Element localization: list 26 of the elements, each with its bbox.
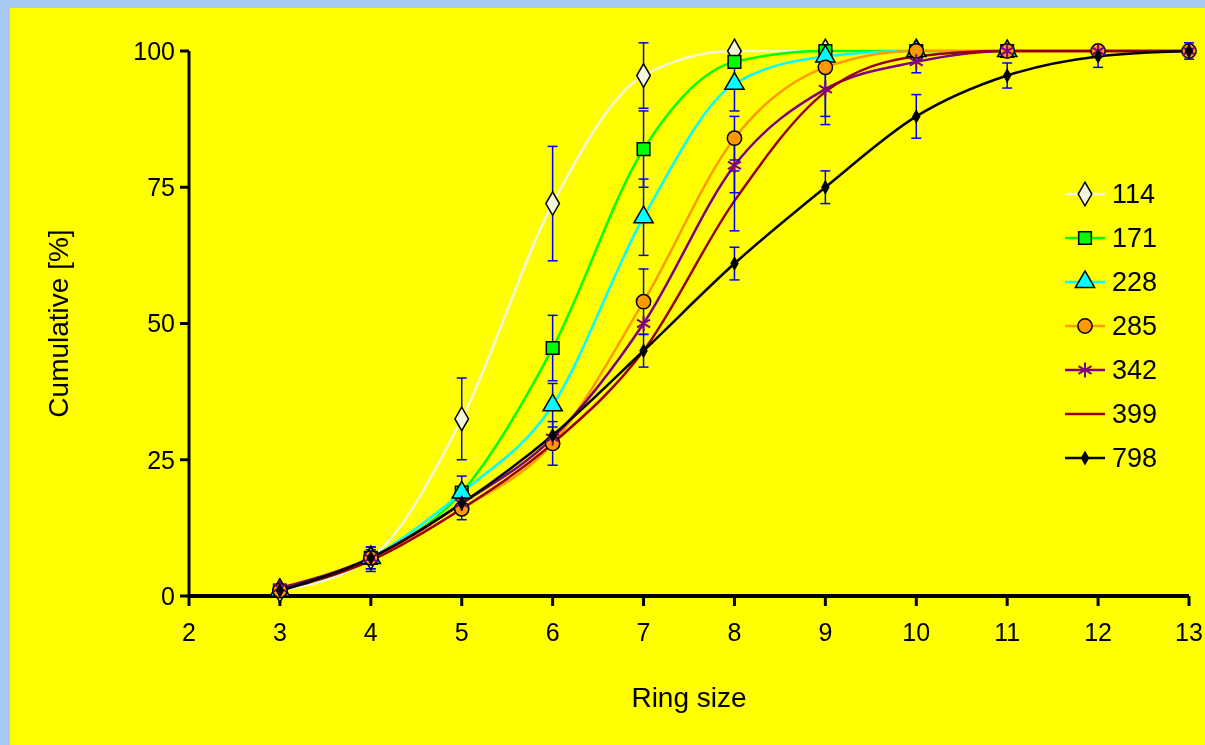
y-tick-label: 25 (147, 445, 175, 474)
legend-label: 342 (1112, 355, 1158, 386)
x-tick-label: 9 (818, 618, 833, 646)
y-axis-title: Cumulative [%] (43, 229, 74, 418)
y-tick-label: 0 (161, 581, 175, 610)
y-tick-label: 50 (147, 309, 175, 338)
legend-label: 114 (1112, 179, 1156, 210)
legend-label: 228 (1112, 267, 1158, 298)
x-tick-label: 11 (994, 618, 1021, 646)
x-tick-label: 12 (1084, 618, 1112, 646)
legend-label: 285 (1112, 311, 1158, 342)
x-axis-title: Ring size (631, 682, 747, 713)
x-tick-label: 7 (636, 618, 651, 646)
y-tick-label: 75 (147, 173, 175, 201)
legend-label: 798 (1112, 443, 1158, 474)
x-tick-label: 13 (1175, 618, 1203, 646)
x-tick-label: 5 (454, 618, 469, 646)
legend-label: 399 (1112, 399, 1158, 430)
x-tick-label: 8 (727, 618, 742, 646)
legend-label: 171 (1112, 223, 1158, 254)
x-tick-label: 4 (363, 618, 378, 646)
y-tick-label: 100 (133, 36, 175, 65)
x-tick-label: 2 (182, 618, 196, 646)
x-tick-label: 6 (545, 618, 560, 646)
x-tick-label: 3 (272, 618, 287, 646)
x-tick-label: 10 (902, 618, 931, 646)
